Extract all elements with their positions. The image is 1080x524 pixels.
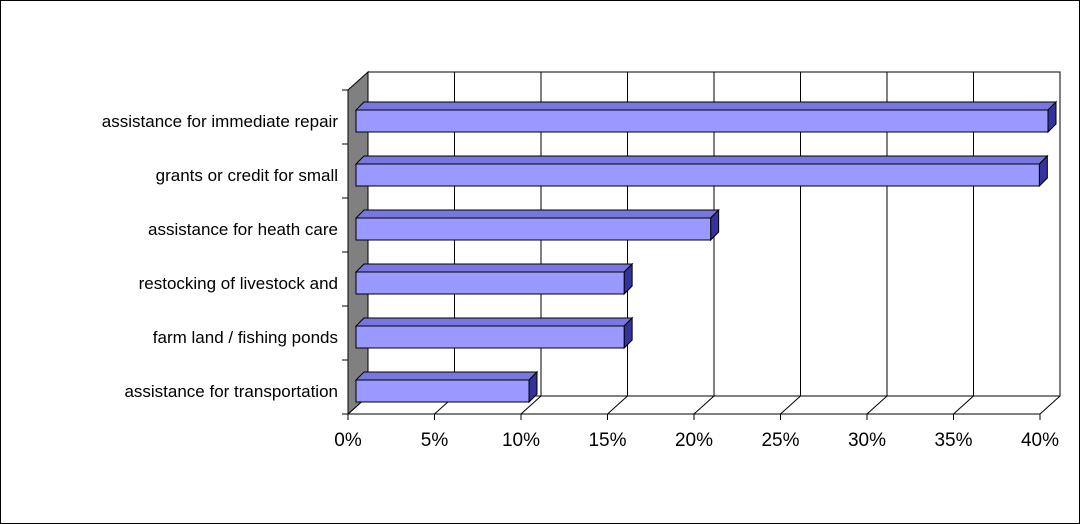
bar-front-face — [355, 325, 625, 349]
bar — [354, 262, 634, 296]
x-tick-label: 20% — [675, 430, 713, 451]
floor-gridline — [780, 395, 801, 415]
x-tick-label: 10% — [502, 430, 540, 451]
category-label: grants or credit for small — [156, 166, 338, 185]
bar — [354, 316, 634, 350]
category-label: farm land / fishing ponds — [153, 328, 338, 347]
x-tick-label: 0% — [334, 430, 362, 451]
bar-front-face — [355, 271, 625, 295]
bar-front-face — [355, 217, 712, 241]
floor-gridline — [953, 395, 974, 415]
bar-top-face — [354, 101, 1058, 111]
category-label: assistance for transportation — [124, 382, 338, 401]
category-label: assistance for immediate repair — [102, 112, 339, 131]
x-tick-label: 30% — [848, 430, 886, 451]
x-tick-label: 35% — [934, 430, 972, 451]
bar-top-face — [354, 317, 634, 327]
axes — [342, 89, 1041, 420]
x-tick-label: 25% — [761, 430, 799, 451]
bar-top-face — [354, 263, 634, 273]
bar-top-face — [354, 371, 539, 381]
category-labels: assistance for immediate repair grants or… — [102, 112, 339, 401]
bar-front-face — [355, 163, 1040, 187]
bar — [354, 100, 1058, 134]
x-tick-label: 40% — [1021, 430, 1059, 451]
floor-gridline — [693, 395, 715, 415]
bar-top-face — [354, 209, 720, 219]
x-tick-labels: 0% 5% 10% 15% 20% 25% 30% 35% 40% — [334, 430, 1059, 451]
floor-gridline — [866, 395, 888, 415]
bar — [354, 154, 1049, 188]
floor-gridline — [520, 395, 542, 415]
floor-gridline — [607, 395, 628, 415]
bars — [354, 100, 1058, 404]
x-tick-label: 5% — [421, 430, 449, 451]
bar — [354, 208, 720, 242]
bar — [354, 370, 539, 404]
category-label: restocking of livestock and — [139, 274, 338, 293]
floor-gridline — [1039, 395, 1061, 415]
bar-top-face — [354, 155, 1049, 165]
x-tick-label: 15% — [588, 430, 626, 451]
bar-front-face — [355, 379, 530, 403]
category-label: assistance for heath care — [148, 220, 338, 239]
bar-front-face — [355, 109, 1049, 133]
